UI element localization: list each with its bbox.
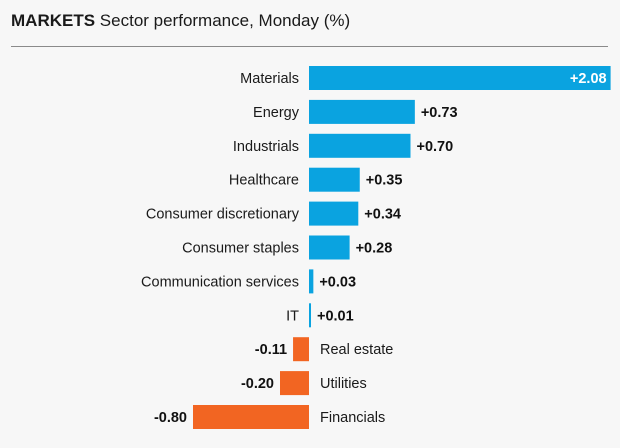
bar-real-estate: [293, 337, 309, 362]
bar-energy: [309, 99, 415, 124]
category-label-financials: Financials: [320, 410, 385, 426]
chart-title: Sector performance, Monday (%): [99, 11, 351, 30]
bar-financials: [193, 405, 309, 429]
value-label-industrials: +0.70: [417, 139, 454, 155]
category-label-energy: Energy: [253, 105, 300, 121]
bar-materials: [309, 66, 611, 90]
value-label-materials: +2.08: [570, 71, 607, 87]
category-label-industrials: Industrials: [233, 139, 299, 155]
bar-it: [309, 303, 311, 328]
category-label-communication-services: Communication services: [141, 274, 299, 290]
category-label-real-estate: Real estate: [320, 342, 393, 358]
bar-industrials: [309, 133, 411, 158]
value-label-real-estate: -0.11: [255, 342, 287, 358]
bar-consumer-staples: [309, 235, 350, 260]
category-label-consumer-staples: Consumer staples: [182, 241, 299, 257]
value-label-it: +0.01: [317, 308, 354, 324]
bar-utilities: [280, 371, 309, 396]
value-label-utilities: -0.20: [241, 376, 274, 392]
chart-kicker: MARKETS: [11, 11, 96, 30]
category-label-materials: Materials: [240, 71, 299, 87]
bar-consumer-discretionary: [309, 201, 359, 226]
category-label-utilities: Utilities: [320, 376, 367, 392]
bar-healthcare: [309, 167, 360, 192]
header-divider: [11, 46, 608, 47]
category-label-consumer-discretionary: Consumer discretionary: [146, 207, 300, 223]
category-label-it: IT: [286, 308, 299, 324]
value-label-communication-services: +0.03: [319, 274, 356, 290]
chart-header: MARKETS Sector performance, Monday (%): [11, 10, 350, 32]
value-label-consumer-staples: +0.28: [356, 241, 393, 257]
value-label-healthcare: +0.35: [366, 173, 403, 189]
value-label-consumer-discretionary: +0.34: [364, 207, 401, 223]
bar-communication-services: [309, 269, 314, 294]
value-label-energy: +0.73: [421, 105, 458, 121]
category-label-healthcare: Healthcare: [229, 173, 299, 189]
value-label-financials: -0.80: [154, 410, 187, 426]
